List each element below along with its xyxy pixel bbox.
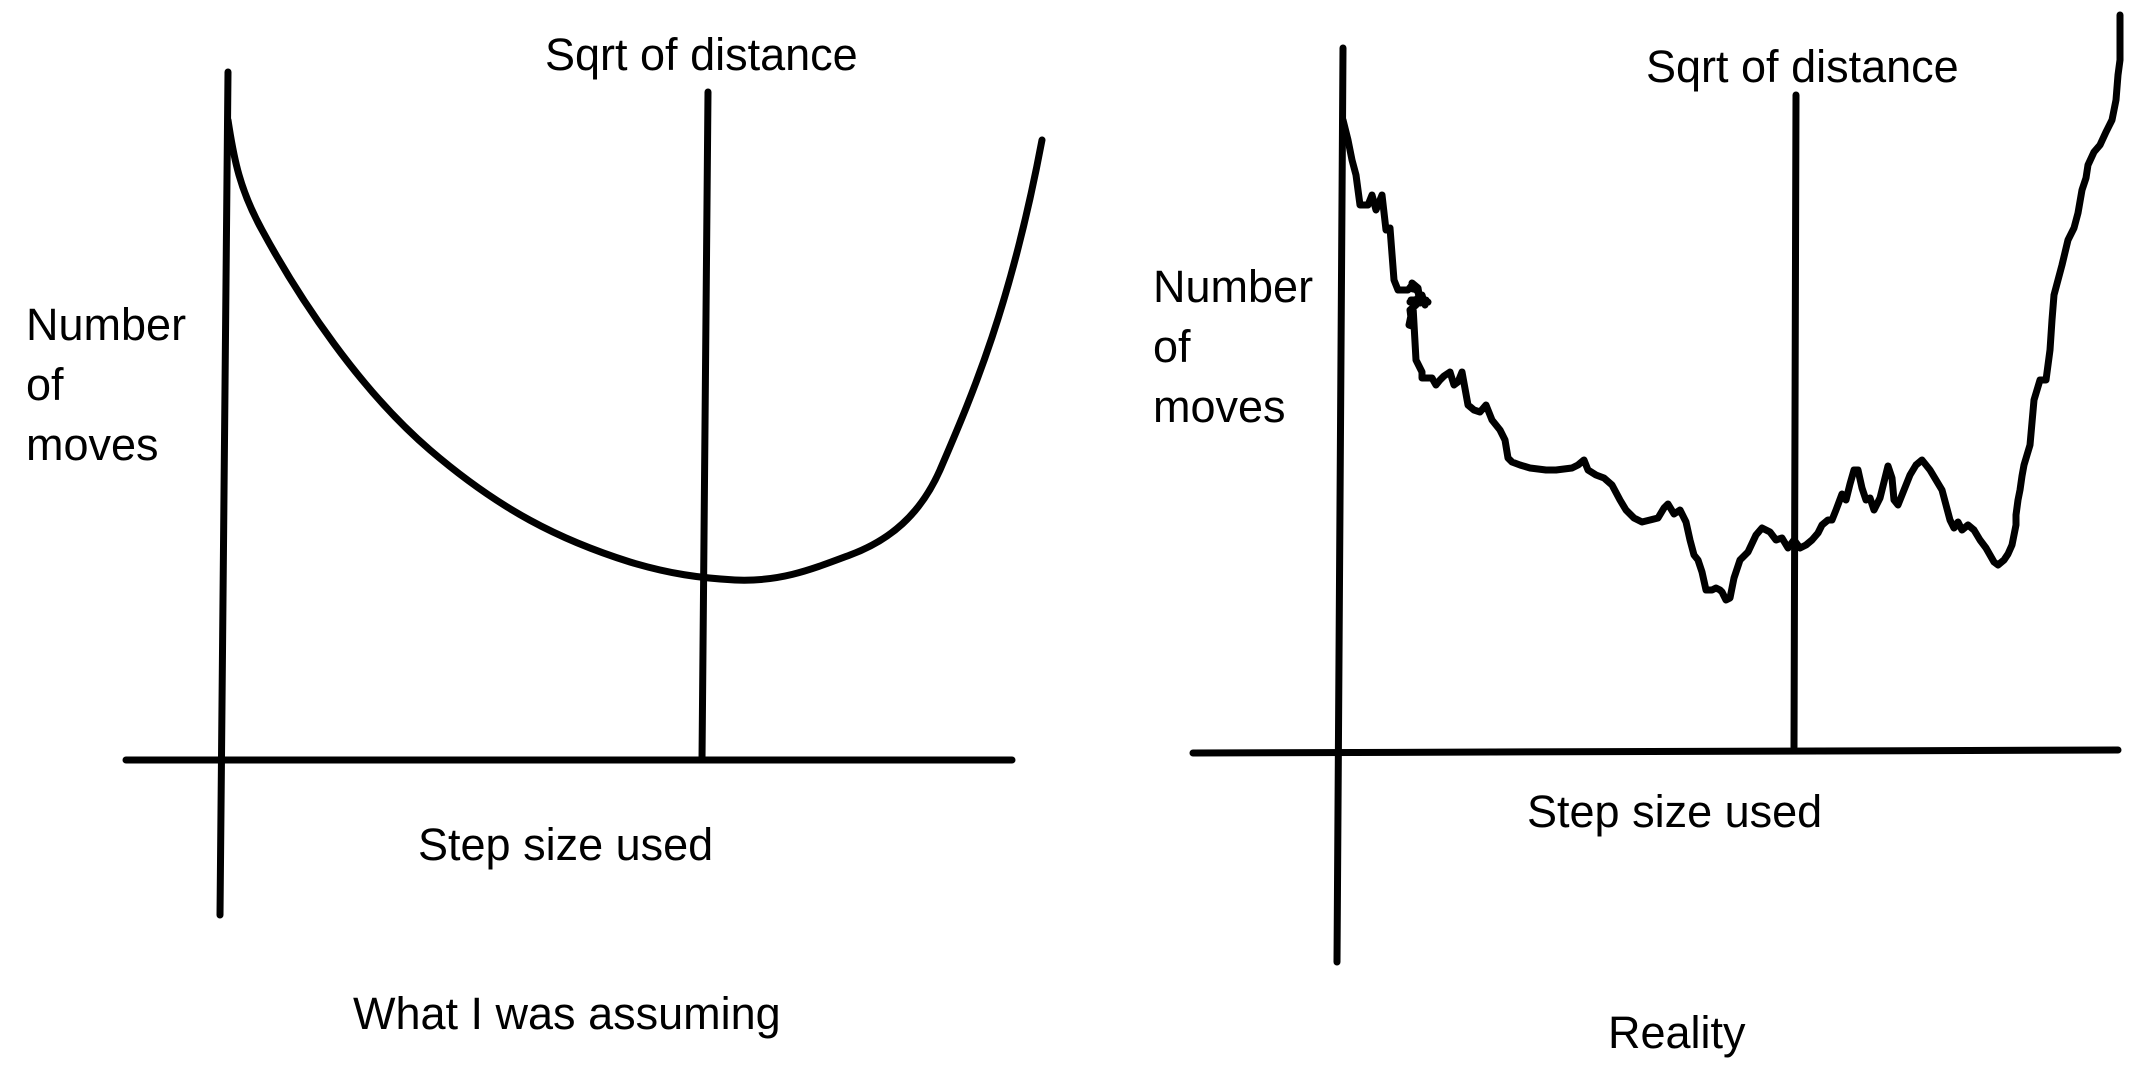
left-caption: What I was assuming (353, 988, 781, 1039)
left-y-label-line-1: Number (26, 299, 186, 350)
right-y-label-line-3: moves (1153, 381, 1286, 432)
right-caption: Reality (1608, 1007, 1746, 1058)
right-y-axis (1333, 44, 1347, 966)
left-y-label-line-2: of (26, 359, 64, 410)
right-x-axis (1189, 746, 2122, 757)
left-x-label: Step size used (418, 819, 713, 870)
right-sqrt-distance-line (1790, 91, 1800, 751)
right-y-label-line-2: of (1153, 321, 1191, 372)
right-x-label: Step size used (1527, 786, 1822, 837)
left-sqrt-distance-line (698, 88, 712, 764)
left-y-axis (216, 68, 232, 919)
left-assumed-curve (224, 116, 1046, 584)
left-marker-label: Sqrt of distance (545, 29, 858, 80)
right-marker-label: Sqrt of distance (1646, 41, 1959, 92)
right-panel: Sqrt of distance Number of moves Step si… (1153, 11, 2124, 1058)
left-y-label-line-3: moves (26, 419, 159, 470)
right-y-label-line-1: Number (1153, 261, 1313, 312)
left-panel: Sqrt of distance Number of moves Step si… (26, 29, 1046, 1039)
right-reality-curve (1339, 11, 2124, 604)
